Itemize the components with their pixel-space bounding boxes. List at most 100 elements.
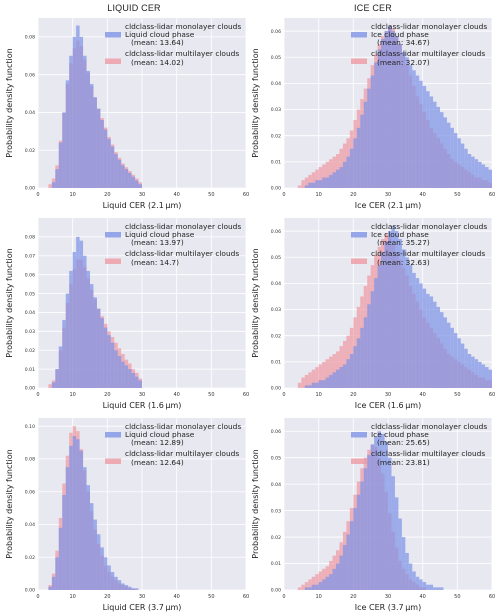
monolayer-bar bbox=[114, 154, 118, 188]
monolayer-bar bbox=[336, 369, 340, 388]
multilayer-bar bbox=[332, 354, 336, 388]
monolayer-bar bbox=[381, 38, 385, 188]
monolayer-bar bbox=[138, 184, 142, 188]
monolayer-bar bbox=[58, 142, 63, 188]
monolayer-bar bbox=[460, 143, 465, 188]
y-tick-label: 0.00 bbox=[271, 386, 281, 392]
monolayer-bar bbox=[315, 382, 319, 388]
monolayer-bar bbox=[440, 587, 444, 590]
monolayer-bar bbox=[419, 579, 423, 590]
monolayer-bar bbox=[72, 36, 77, 189]
x-tick-label: 40 bbox=[419, 192, 425, 198]
monolayer-bar bbox=[398, 44, 402, 189]
x-tick-label: 20 bbox=[104, 392, 110, 398]
x-tick-label: 10 bbox=[315, 594, 321, 600]
monolayer-bar bbox=[485, 167, 489, 188]
x-axis-label: Ice CER (1.6 μm) bbox=[355, 401, 421, 410]
chart-liquid-cer-1-6: 0 10 20 30 40 50 60 0.00 0.01 0.02 0.03 0.04 0.05 0.0… bbox=[5, 218, 249, 410]
monolayer-bar bbox=[356, 338, 361, 388]
x-tick-label: 50 bbox=[208, 392, 214, 398]
x-tick-label: 0 bbox=[282, 192, 285, 198]
column-title-liquid: LIQUID CER bbox=[107, 3, 161, 13]
monolayer-bar bbox=[367, 88, 371, 188]
monolayer-bar bbox=[339, 167, 343, 188]
monolayer-bar bbox=[415, 278, 420, 388]
legend-multilayer-label: cldclass-lidar multilayer clouds bbox=[125, 49, 239, 58]
legend-multilayer-mean: (mean: 32.07) bbox=[377, 58, 430, 67]
chart-ice-cer-3-7: 0 10 20 30 40 50 60 0.00 0.01 0.02 0.03 0.04 0.05 0.0… bbox=[251, 418, 495, 612]
monolayer-bar bbox=[370, 75, 375, 188]
chart-liquid-cer-3-7: 0 10 20 30 40 50 60 0.00 0.02 0.04 0.06 0.08 0.10 Liq… bbox=[5, 418, 249, 612]
y-tick-label: 0.03 bbox=[271, 107, 281, 113]
monolayer-bar bbox=[363, 317, 368, 388]
monolayer-bar bbox=[117, 580, 122, 590]
monolayer-bar bbox=[124, 169, 129, 188]
multilayer-bar bbox=[322, 568, 326, 590]
y-tick-label: 0.02 bbox=[271, 535, 281, 541]
monolayer-bar bbox=[121, 361, 125, 388]
monolayer-bar bbox=[329, 174, 333, 188]
monolayer-bar bbox=[460, 343, 465, 388]
monolayer-bar bbox=[440, 112, 444, 188]
legend-monolayer-mean: (mean: 13.97) bbox=[131, 238, 184, 247]
x-tick-label: 0 bbox=[36, 192, 39, 198]
monolayer-bar bbox=[121, 165, 125, 188]
monolayer-bar bbox=[381, 252, 385, 388]
x-axis-label: Liquid CER (1.6 μm) bbox=[103, 401, 182, 410]
monolayer-bar bbox=[356, 127, 361, 188]
monolayer-bar bbox=[332, 372, 336, 388]
y-tick-label: 0.03 bbox=[271, 508, 281, 514]
multilayer-bar bbox=[325, 359, 330, 388]
monolayer-bar bbox=[131, 372, 136, 388]
multilayer-bar bbox=[297, 185, 302, 188]
monolayer-bar bbox=[72, 252, 77, 388]
x-tick-label: 60 bbox=[243, 192, 249, 198]
monolayer-bar bbox=[79, 240, 84, 388]
monolayer-bar bbox=[55, 369, 59, 388]
y-axis-label: Probability density function bbox=[5, 48, 14, 157]
monolayer-bar bbox=[311, 382, 316, 388]
y-tick-label: 0.02 bbox=[25, 555, 35, 561]
monolayer-bar bbox=[412, 571, 416, 590]
monolayer-bar bbox=[315, 180, 319, 188]
x-axis-label: Liquid CER (3.7 μm) bbox=[103, 603, 182, 612]
x-tick-label: 20 bbox=[104, 594, 110, 600]
monolayer-bar bbox=[394, 231, 399, 388]
monolayer-bar bbox=[429, 584, 434, 590]
monolayer-bar bbox=[488, 169, 492, 188]
monolayer-bar bbox=[471, 356, 475, 388]
legend-multilayer-mean: (mean: 14.7) bbox=[131, 258, 179, 267]
y-axis-label: Probability density function bbox=[251, 48, 260, 157]
legend-monolayer-swatch bbox=[105, 432, 121, 438]
y-tick-label: 0.06 bbox=[271, 429, 281, 435]
monolayer-bar bbox=[103, 557, 108, 590]
monolayer-bar bbox=[419, 80, 423, 188]
monolayer-bar bbox=[65, 80, 70, 188]
multilayer-bar bbox=[315, 169, 319, 188]
x-tick-label: 0 bbox=[36, 392, 39, 398]
y-tick-label: 0.08 bbox=[25, 35, 35, 41]
monolayer-bar bbox=[69, 55, 73, 189]
y-tick-label: 0.01 bbox=[271, 360, 281, 366]
monolayer-bar bbox=[426, 91, 430, 188]
monolayer-bar bbox=[349, 521, 354, 590]
multilayer-bar bbox=[311, 172, 316, 188]
y-tick-label: 0.03 bbox=[271, 307, 281, 313]
monolayer-bar bbox=[62, 320, 66, 388]
monolayer-bar bbox=[124, 585, 129, 590]
legend-phase-label: Liquid cloud phase bbox=[125, 430, 195, 439]
y-tick-label: 0.01 bbox=[271, 561, 281, 567]
legend-multilayer-swatch bbox=[351, 58, 367, 64]
monolayer-bar bbox=[93, 297, 97, 388]
y-tick-label: 0.06 bbox=[271, 29, 281, 35]
monolayer-bar bbox=[367, 304, 371, 388]
y-tick-label: 0.05 bbox=[25, 291, 35, 297]
monolayer-bar bbox=[311, 584, 316, 590]
monolayer-bar bbox=[377, 431, 382, 590]
y-tick-label: 0.06 bbox=[25, 272, 35, 278]
x-tick-label: 0 bbox=[36, 594, 39, 600]
multilayer-bar bbox=[48, 384, 52, 388]
multilayer-bar bbox=[308, 372, 312, 388]
monolayer-bar bbox=[384, 241, 388, 388]
